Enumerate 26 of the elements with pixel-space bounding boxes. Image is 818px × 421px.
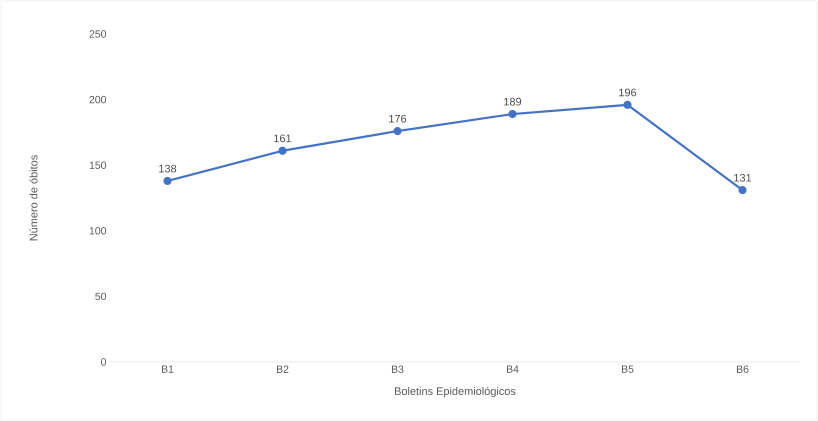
x-tick-label: B3	[392, 366, 404, 373]
x-tick-label: B6	[736, 366, 748, 373]
point	[393, 127, 402, 136]
point	[278, 146, 287, 155]
point	[163, 176, 172, 186]
y-axis-title: Número de óbitos	[29, 155, 38, 240]
y-tick-label: 100	[90, 227, 106, 235]
data-label: 161	[274, 134, 292, 142]
x-tick-label: B1	[162, 366, 174, 373]
y-tick-label: 50	[95, 292, 106, 300]
y-tick-label: 0	[101, 358, 106, 366]
data-label: 131	[734, 174, 752, 182]
point	[738, 186, 747, 194]
point	[623, 100, 632, 109]
data-label: 138	[159, 164, 176, 172]
y-tick-label: 150	[90, 162, 106, 169]
y-tick-label: 250	[90, 30, 106, 38]
x-tick-label: B5	[622, 366, 634, 373]
x-tick-label: B4	[506, 366, 519, 373]
x-tick-label: B2	[276, 366, 288, 373]
data-label: 189	[504, 98, 522, 106]
x-axis-title: Boletins Epidemiológicos	[394, 386, 516, 398]
data-label: 196	[619, 88, 636, 96]
point	[508, 110, 517, 118]
y-tick-label: 200	[90, 96, 106, 104]
data-label: 176	[389, 114, 406, 123]
